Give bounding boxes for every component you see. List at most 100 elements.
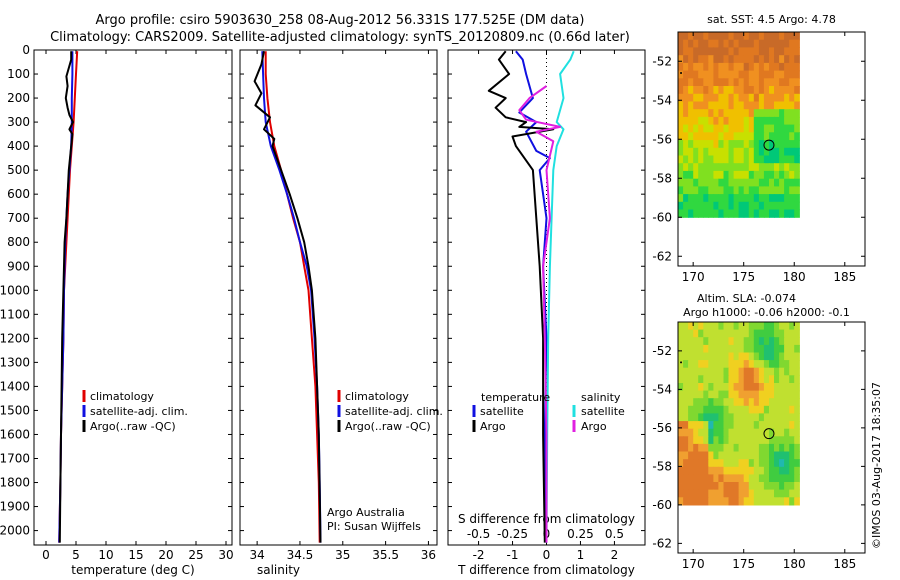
field-cell — [698, 322, 704, 331]
field-cell — [794, 116, 800, 126]
field-cell — [723, 375, 730, 384]
field-cell — [678, 489, 684, 498]
field-cell — [774, 352, 780, 361]
field-cell — [789, 375, 795, 384]
field-cell — [794, 459, 800, 468]
field-cell — [743, 482, 750, 491]
field-cell — [743, 55, 750, 64]
field-cell — [753, 360, 760, 369]
depth-tick-label: 2000 — [0, 524, 30, 538]
field-cell — [683, 163, 689, 172]
field-cell — [774, 194, 780, 203]
field-cell — [738, 170, 745, 180]
field-cell — [789, 201, 795, 211]
field-cell — [779, 428, 785, 437]
field-cell — [713, 170, 720, 180]
field-cell — [758, 194, 765, 203]
field-cell — [723, 390, 730, 399]
field-cell — [698, 390, 704, 399]
field-cell — [774, 398, 780, 407]
field-cell — [763, 209, 770, 218]
field-cell — [713, 322, 720, 331]
field-cell — [794, 413, 800, 422]
field-cell — [718, 178, 725, 187]
field-cell — [758, 155, 765, 164]
field-cell — [678, 163, 684, 172]
field-cell — [683, 116, 689, 126]
field-cell — [784, 436, 790, 445]
field-cell — [728, 459, 735, 468]
field-cell — [784, 147, 790, 157]
field-cell — [728, 413, 735, 422]
field-cell — [733, 55, 740, 64]
field-cell — [748, 482, 755, 491]
field-cell — [738, 383, 745, 392]
field-cell — [698, 443, 704, 453]
salinity-satellite-diff-line — [545, 50, 575, 543]
field-cell — [733, 78, 740, 87]
field-cell — [763, 163, 770, 172]
field-cell — [718, 474, 725, 483]
field-cell — [678, 140, 684, 149]
field-cell — [698, 413, 704, 422]
field-cell — [708, 413, 714, 422]
salinity-tick-label: 35 — [335, 548, 350, 562]
field-cell — [708, 489, 714, 498]
field-cell — [718, 116, 725, 126]
field-cell — [784, 383, 790, 392]
field-cell — [698, 201, 704, 211]
field-cell — [794, 93, 800, 103]
legend-entry: satellite-adj. clim. — [90, 405, 188, 418]
field-cell — [758, 436, 765, 445]
field-cell — [763, 140, 770, 149]
field-cell — [703, 209, 709, 218]
field-cell — [708, 352, 714, 361]
field-cell — [769, 155, 775, 164]
field-cell — [758, 489, 765, 498]
field-cell — [703, 186, 709, 195]
field-cell — [769, 101, 775, 110]
field-cell — [784, 194, 790, 203]
field-cell — [758, 428, 765, 437]
field-cell — [683, 344, 689, 354]
field-cell — [688, 436, 694, 445]
field-cell — [728, 428, 735, 437]
field-cell — [703, 170, 709, 180]
field-cell — [774, 322, 780, 331]
field-cell — [733, 451, 740, 460]
field-cell — [769, 390, 775, 399]
field-cell — [738, 178, 745, 187]
field-cell — [713, 62, 720, 72]
field-cell — [718, 147, 725, 157]
field-cell — [789, 32, 795, 41]
field-cell — [748, 132, 755, 141]
field-cell — [769, 109, 775, 118]
field-cell — [683, 86, 689, 95]
field-cell — [693, 55, 699, 64]
field-cell — [794, 132, 800, 141]
field-cell — [743, 413, 750, 422]
field-cell — [753, 451, 760, 460]
field-cell — [743, 124, 750, 133]
field-cell — [693, 482, 699, 491]
field-cell — [723, 413, 730, 422]
field-cell — [743, 93, 750, 103]
field-cell — [688, 413, 694, 422]
field-cell — [738, 322, 745, 331]
field-cell — [688, 55, 694, 64]
latitude-tick-label: -52 — [652, 344, 672, 358]
field-cell — [708, 47, 714, 56]
field-cell — [758, 209, 765, 218]
field-cell — [794, 405, 800, 414]
field-cell — [763, 443, 770, 453]
field-cell — [683, 451, 689, 460]
field-cell — [769, 55, 775, 64]
field-cell — [703, 329, 709, 338]
field-cell — [723, 178, 730, 187]
field-cell — [678, 170, 684, 180]
temperature-argo-diff-line — [487, 50, 555, 543]
field-cell — [683, 352, 689, 361]
field-cell — [698, 360, 704, 369]
field-cell — [698, 383, 704, 392]
field-cell — [789, 322, 795, 331]
